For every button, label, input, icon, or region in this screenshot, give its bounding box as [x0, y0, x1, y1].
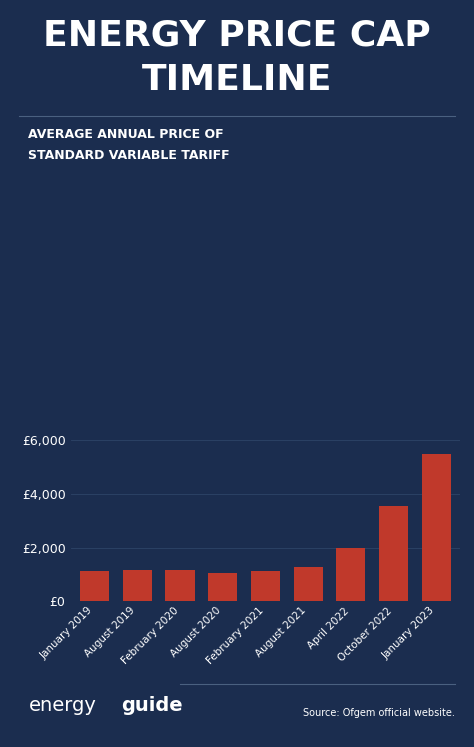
Bar	[422, 453, 451, 601]
Text: guide: guide	[121, 696, 182, 716]
Bar	[208, 574, 237, 601]
Text: AVERAGE ANNUAL PRICE OF: AVERAGE ANNUAL PRICE OF	[28, 128, 224, 141]
Text: Source: Ofgem official website.: Source: Ofgem official website.	[303, 708, 455, 719]
Bar	[293, 567, 323, 601]
Bar	[80, 571, 109, 601]
Bar	[337, 548, 365, 601]
Bar	[251, 571, 280, 601]
Text: ENERGY PRICE CAP: ENERGY PRICE CAP	[43, 19, 431, 53]
Bar	[123, 570, 152, 601]
Text: energy: energy	[28, 696, 96, 716]
Bar	[165, 570, 194, 601]
Text: TIMELINE: TIMELINE	[142, 63, 332, 98]
Bar	[379, 506, 408, 601]
Text: STANDARD VARIABLE TARIFF: STANDARD VARIABLE TARIFF	[28, 149, 230, 162]
